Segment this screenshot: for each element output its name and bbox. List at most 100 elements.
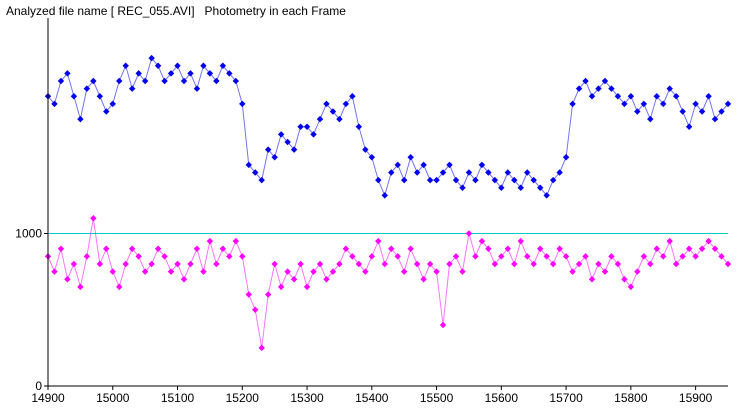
data-point <box>640 253 648 260</box>
x-tick-label: 15000 <box>96 391 130 405</box>
data-point <box>543 192 550 199</box>
data-point <box>439 321 447 329</box>
data-point <box>711 115 719 123</box>
data-point <box>569 100 576 108</box>
data-point <box>323 100 330 108</box>
data-point <box>109 268 116 275</box>
data-point <box>394 161 401 169</box>
data-point <box>692 253 699 260</box>
data-point <box>498 184 505 191</box>
data-point <box>718 108 725 115</box>
data-point <box>180 77 188 85</box>
data-point <box>601 268 609 275</box>
data-point <box>647 115 654 123</box>
data-point <box>413 169 421 176</box>
data-point <box>174 62 181 69</box>
data-point <box>135 253 142 260</box>
data-point <box>187 260 194 268</box>
data-point <box>465 169 473 176</box>
data-point <box>608 85 615 92</box>
data-point <box>491 176 499 184</box>
data-point <box>511 176 518 184</box>
data-point <box>167 70 175 77</box>
data-point <box>148 260 155 268</box>
x-tick-label: 14900 <box>31 391 65 405</box>
data-point <box>226 253 233 260</box>
data-point <box>433 268 440 275</box>
data-point <box>472 176 479 184</box>
data-point <box>90 215 97 222</box>
data-point <box>666 85 673 92</box>
data-point <box>718 253 725 260</box>
data-point <box>232 237 240 245</box>
data-point <box>77 115 84 123</box>
x-tick-label: 15100 <box>161 391 195 405</box>
data-point <box>128 245 136 252</box>
data-point <box>692 100 699 108</box>
data-point <box>614 93 622 100</box>
data-point <box>284 138 291 146</box>
data-point <box>524 169 531 176</box>
data-point <box>180 276 188 283</box>
data-point <box>252 169 259 176</box>
data-point <box>103 108 110 115</box>
data-point <box>193 85 201 92</box>
x-tick-label: 15200 <box>226 391 260 405</box>
data-point <box>154 62 162 69</box>
data-point <box>575 85 583 92</box>
data-point <box>316 260 324 268</box>
data-point <box>653 245 660 252</box>
data-point <box>634 108 641 115</box>
data-point <box>433 176 440 184</box>
data-point <box>530 260 537 268</box>
data-point <box>135 70 142 77</box>
data-point <box>316 115 324 123</box>
data-point <box>388 169 395 176</box>
data-point <box>342 245 350 252</box>
data-point <box>562 154 570 161</box>
data-point <box>660 100 667 108</box>
data-point <box>219 245 227 252</box>
data-point <box>148 54 155 62</box>
data-point <box>498 253 505 260</box>
data-point <box>297 123 304 130</box>
data-point <box>219 62 227 69</box>
data-point <box>122 260 129 268</box>
data-point <box>640 100 648 108</box>
data-point <box>426 260 434 268</box>
data-point <box>452 176 460 184</box>
data-point <box>627 283 635 291</box>
x-tick-label: 15500 <box>420 391 454 405</box>
data-point <box>588 276 596 283</box>
data-point <box>679 253 686 260</box>
data-point <box>407 154 414 161</box>
data-point <box>647 260 654 268</box>
data-point <box>381 192 388 199</box>
data-point <box>258 344 265 352</box>
data-point <box>297 260 304 268</box>
data-point <box>400 268 408 275</box>
data-point <box>161 77 168 85</box>
data-point <box>355 260 363 268</box>
series-line-2 <box>47 218 729 348</box>
data-point <box>420 161 427 169</box>
x-tick-label: 15400 <box>355 391 389 405</box>
data-point <box>491 260 499 268</box>
data-point <box>342 100 350 108</box>
data-point <box>161 253 168 260</box>
data-point <box>303 123 311 130</box>
data-point <box>271 154 278 161</box>
data-point <box>478 161 486 169</box>
data-point <box>705 93 712 100</box>
data-point <box>141 77 149 85</box>
data-point <box>174 260 181 268</box>
data-point <box>485 245 492 252</box>
data-point <box>368 154 376 161</box>
data-point <box>705 237 712 245</box>
data-point <box>284 268 291 275</box>
data-point <box>90 77 97 85</box>
data-point <box>64 70 71 77</box>
data-point <box>245 291 252 298</box>
data-point <box>711 245 719 252</box>
